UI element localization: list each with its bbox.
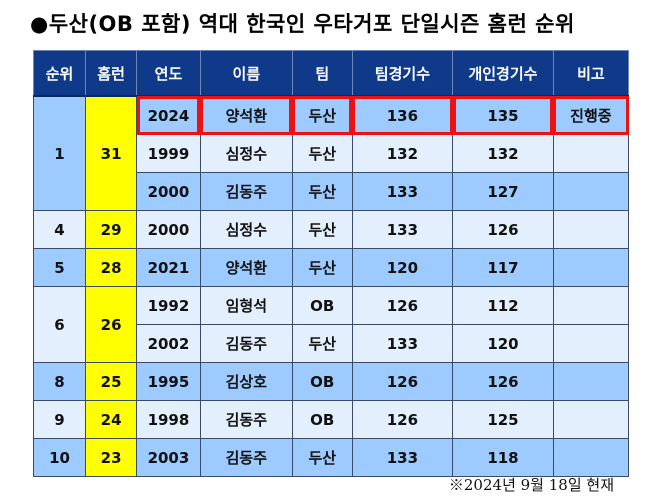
games-cell: 120 <box>452 324 554 363</box>
games-cell: 112 <box>452 286 554 325</box>
name-cell: 양석환 <box>199 95 293 135</box>
column-header: 순위 <box>32 50 87 97</box>
team-cell: 두산 <box>291 324 353 363</box>
table-row: 5 28 2021 양석환 두산 120 117 <box>32 248 630 287</box>
team-games-cell: 133 <box>351 438 454 477</box>
column-header: 이름 <box>199 50 293 97</box>
year-cell: 2000 <box>136 210 201 249</box>
table-row: 6 26 1992 임형석 OB 126 112 <box>32 286 630 363</box>
note-cell <box>552 286 630 325</box>
rank-cell: 5 <box>32 248 87 287</box>
rank-cell: 8 <box>32 362 87 401</box>
name-cell: 김동주 <box>199 400 293 439</box>
column-header: 연도 <box>136 50 201 97</box>
rank-cell: 10 <box>32 438 87 477</box>
year-cell: 1995 <box>136 362 201 401</box>
table-row: 1 31 2024 양석환 두산 136 135 진행중 <box>32 95 630 211</box>
header-row: 순위 홈런 연도 이름 팀 팀경기수 개인경기수 비고 <box>32 50 630 97</box>
team-games-cell: 120 <box>351 248 454 287</box>
footnote: ※2024년 9월 18일 현재 <box>448 476 614 494</box>
games-cell: 126 <box>452 210 554 249</box>
home-run-cell: 31 <box>85 95 138 211</box>
year-cell: 1998 <box>136 400 201 439</box>
table-row: 2002 김동주 두산 133 120 <box>34 324 630 363</box>
games-cell: 126 <box>452 362 554 401</box>
name-cell: 김동주 <box>199 172 293 211</box>
note-cell <box>552 248 630 287</box>
note-cell <box>552 438 630 477</box>
team-games-cell: 133 <box>351 324 454 363</box>
games-cell: 125 <box>452 400 554 439</box>
home-run-ranking-table: 순위 홈런 연도 이름 팀 팀경기수 개인경기수 비고 1 31 2024 양석환 두산 136 135 진… <box>32 50 630 477</box>
year-cell: 2021 <box>136 248 201 287</box>
note-cell <box>552 210 630 249</box>
note-cell <box>552 172 630 211</box>
games-cell: 127 <box>452 172 554 211</box>
column-header: 팀 <box>291 50 353 97</box>
table-row: 1999 심정수 두산 132 132 <box>34 134 630 173</box>
name-cell: 김상호 <box>199 362 293 401</box>
year-cell: 2002 <box>136 324 201 363</box>
rank-cell: 1 <box>32 95 87 211</box>
team-games-cell: 126 <box>351 286 454 325</box>
note-cell <box>552 324 630 363</box>
column-header: 개인경기수 <box>452 50 554 97</box>
games-cell: 132 <box>452 134 554 173</box>
table-row: 9 24 1998 김동주 OB 126 125 <box>32 400 630 439</box>
team-cell: 두산 <box>291 210 353 249</box>
name-cell: 심정수 <box>199 210 293 249</box>
page-title: ●두산(OB 포함) 역대 한국인 우타거포 단일시즌 홈런 순위 <box>30 12 575 36</box>
games-cell: 118 <box>452 438 554 477</box>
year-cell: 1999 <box>136 134 201 173</box>
team-cell: OB <box>291 362 353 401</box>
note-cell: 진행중 <box>552 95 630 135</box>
team-cell: 두산 <box>291 172 353 211</box>
team-cell: 두산 <box>291 438 353 477</box>
rank-cell: 9 <box>32 400 87 439</box>
name-cell: 김동주 <box>199 438 293 477</box>
column-header: 홈런 <box>85 50 138 97</box>
table-row: 4 29 2000 심정수 두산 133 126 <box>32 210 630 249</box>
table-row: 10 23 2003 김동주 두산 133 118 <box>32 438 630 477</box>
team-games-cell: 133 <box>351 172 454 211</box>
team-cell: OB <box>291 286 353 325</box>
rank-cell: 4 <box>32 210 87 249</box>
year-cell: 2003 <box>136 438 201 477</box>
home-run-cell: 25 <box>85 362 138 401</box>
home-run-cell: 29 <box>85 210 138 249</box>
name-cell: 임형석 <box>199 286 293 325</box>
note-cell <box>552 362 630 401</box>
team-games-cell: 126 <box>351 362 454 401</box>
team-games-cell: 126 <box>351 400 454 439</box>
note-cell <box>552 400 630 439</box>
team-cell: 두산 <box>291 95 353 135</box>
rank-cell: 6 <box>32 286 87 363</box>
column-header: 비고 <box>552 50 630 97</box>
name-cell: 김동주 <box>199 324 293 363</box>
home-run-cell: 24 <box>85 400 138 439</box>
team-games-cell: 133 <box>351 210 454 249</box>
team-cell: 두산 <box>291 248 353 287</box>
team-cell: OB <box>291 400 353 439</box>
column-header: 팀경기수 <box>351 50 454 97</box>
table-row: 2000 김동주 두산 133 127 <box>34 172 630 211</box>
games-cell: 135 <box>452 95 554 135</box>
home-run-cell: 23 <box>85 438 138 477</box>
year-cell: 1992 <box>136 286 201 325</box>
team-games-cell: 132 <box>351 134 454 173</box>
name-cell: 심정수 <box>199 134 293 173</box>
team-cell: 두산 <box>291 134 353 173</box>
name-cell: 양석환 <box>199 248 293 287</box>
year-cell: 2024 <box>136 95 201 135</box>
games-cell: 117 <box>452 248 554 287</box>
table-row: 8 25 1995 김상호 OB 126 126 <box>32 362 630 401</box>
note-cell <box>552 134 630 173</box>
team-games-cell: 136 <box>351 95 454 135</box>
home-run-cell: 28 <box>85 248 138 287</box>
year-cell: 2000 <box>136 172 201 211</box>
home-run-cell: 26 <box>85 286 138 363</box>
